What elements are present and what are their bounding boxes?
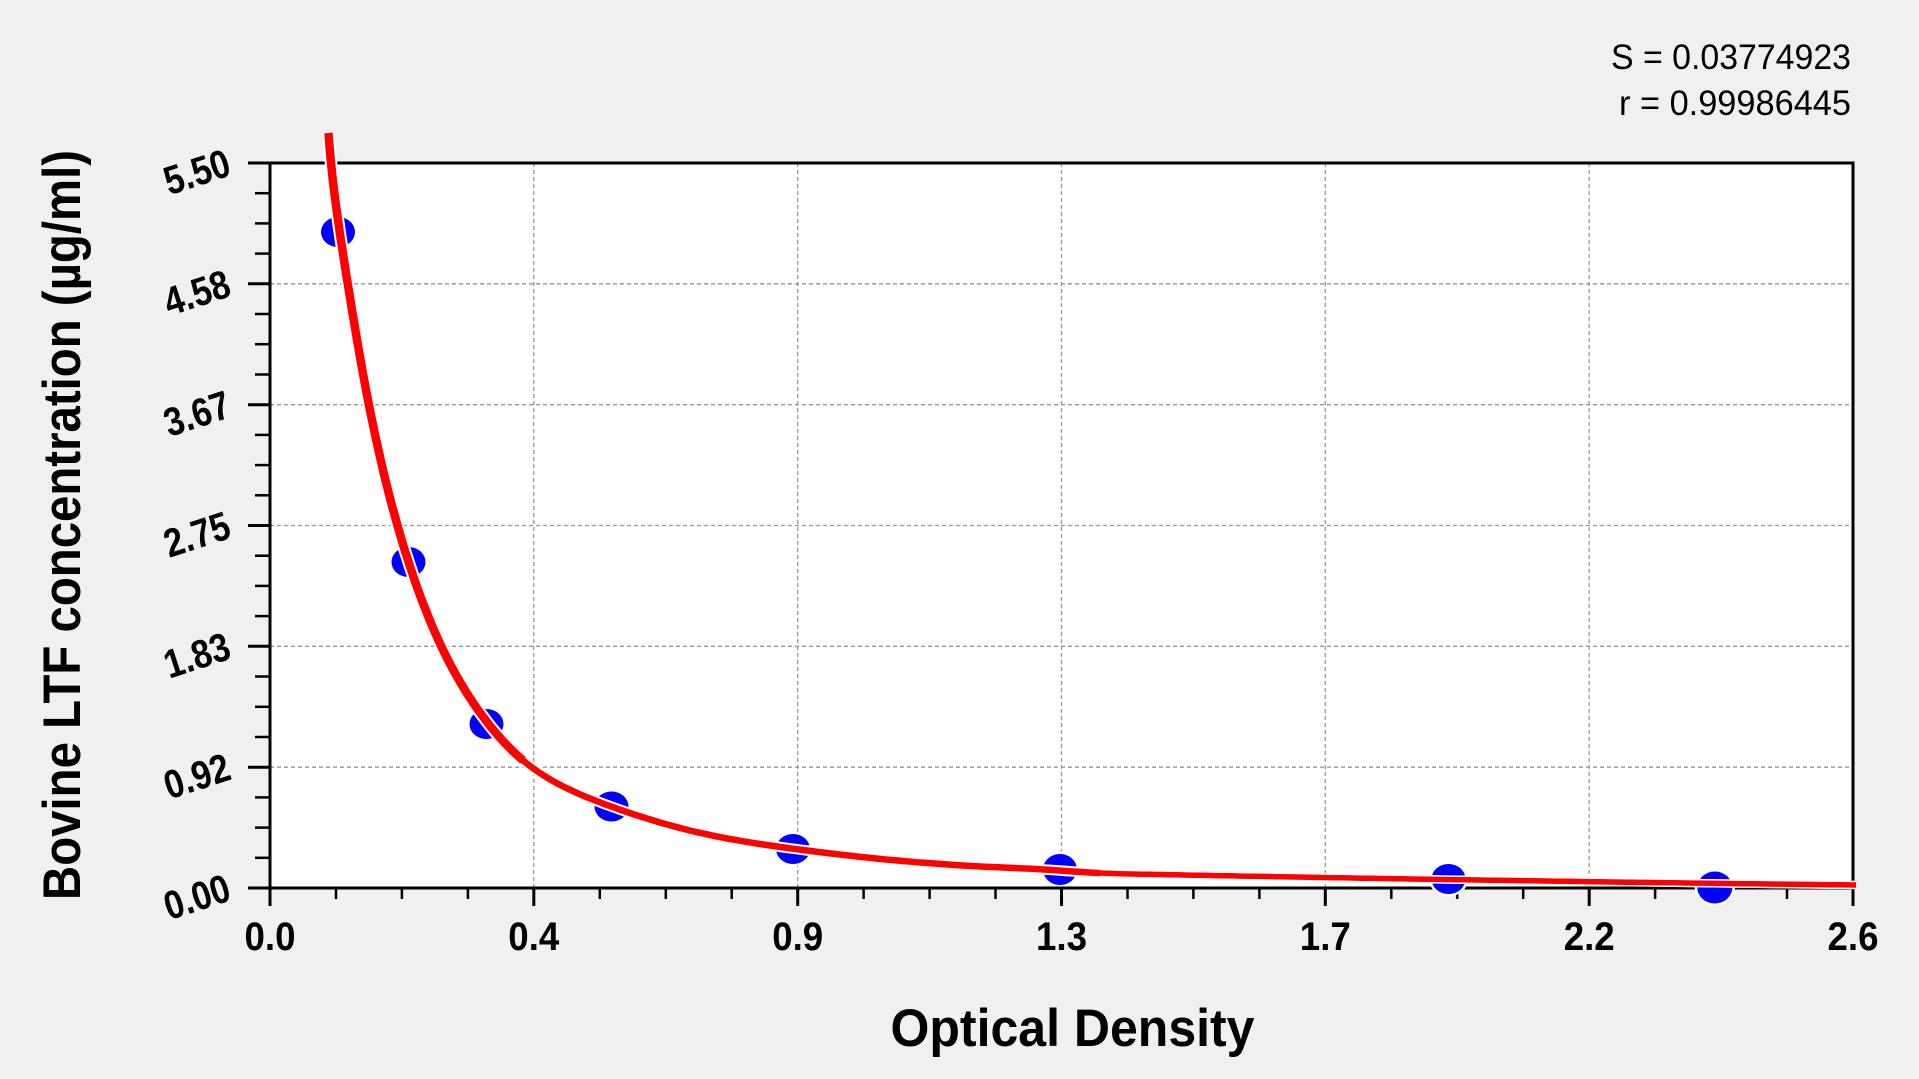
svg-text:0.9: 0.9 [772,915,823,959]
svg-text:Optical Density: Optical Density [891,999,1255,1058]
svg-text:1.7: 1.7 [1300,915,1351,959]
svg-text:0.4: 0.4 [508,915,560,959]
svg-text:2.2: 2.2 [1564,915,1615,959]
svg-text:r = 0.99986445: r = 0.99986445 [1619,84,1851,123]
svg-text:S = 0.03774923: S = 0.03774923 [1611,38,1851,77]
svg-text:2.6: 2.6 [1828,915,1879,959]
svg-text:1.3: 1.3 [1036,915,1087,959]
svg-text:0.0: 0.0 [245,915,296,959]
svg-text:Bovine LTF concentration (µg/m: Bovine LTF concentration (µg/ml) [33,150,92,900]
